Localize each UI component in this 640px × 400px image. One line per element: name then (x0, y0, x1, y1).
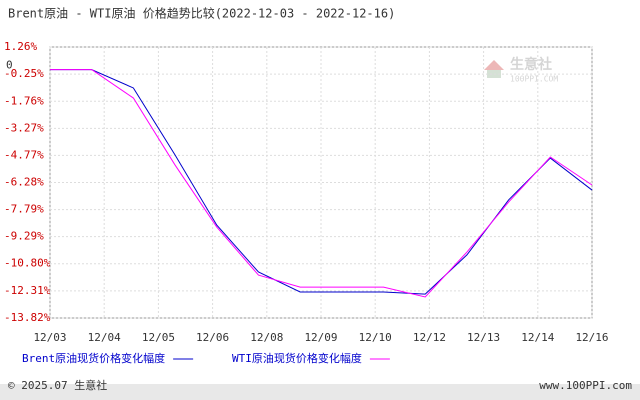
y-tick-label: -6.28% (4, 176, 44, 189)
y-tick-label: -4.77% (4, 148, 44, 161)
watermark-text: 生意社 (510, 56, 552, 73)
x-tick-label: 12/04 (88, 331, 121, 344)
x-tick-label: 12/08 (250, 331, 283, 344)
y-tick-label: -3.27% (4, 121, 44, 134)
footer-bar (0, 384, 640, 400)
x-tick-label: 12/16 (575, 331, 608, 344)
x-tick-label: 12/06 (196, 331, 229, 344)
y-tick-label: -10.80% (4, 257, 51, 270)
y-tick-label: -1.76% (4, 94, 44, 107)
y-tick-label: -0.25% (4, 67, 44, 80)
footer-left: © 2025.07 生意社 (8, 378, 107, 392)
chart-title: Brent原油 - WTI原油 价格趋势比较(2022-12-03 - 2022… (8, 6, 395, 21)
series-line (50, 69, 593, 298)
legend-label: Brent原油现货价格变化幅度 (22, 351, 165, 365)
watermark-text: 100PPI.COM (510, 75, 558, 84)
y-tick-label: -9.29% (4, 230, 44, 243)
y-tick-label: -13.82% (4, 311, 51, 324)
x-tick-label: 12/10 (359, 331, 392, 344)
x-tick-label: 12/09 (304, 331, 337, 344)
watermark: 生意社 100PPI.COM (484, 56, 558, 84)
legend-label: WTI原油现货价格变化幅度 (232, 351, 362, 365)
x-tick-label: 12/03 (33, 331, 66, 344)
y-tick-label: 0 (6, 59, 13, 72)
footer-right: www.100PPI.com (539, 379, 632, 392)
y-tick-label: -12.31% (4, 284, 51, 297)
y-tick-label: 1.26% (4, 40, 37, 53)
x-tick-label: 12/14 (521, 331, 554, 344)
x-tick-label: 12/05 (142, 331, 175, 344)
x-tick-label: 12/12 (413, 331, 446, 344)
series-line (50, 69, 593, 295)
y-tick-label: -7.79% (4, 203, 44, 216)
x-tick-label: 12/13 (467, 331, 500, 344)
